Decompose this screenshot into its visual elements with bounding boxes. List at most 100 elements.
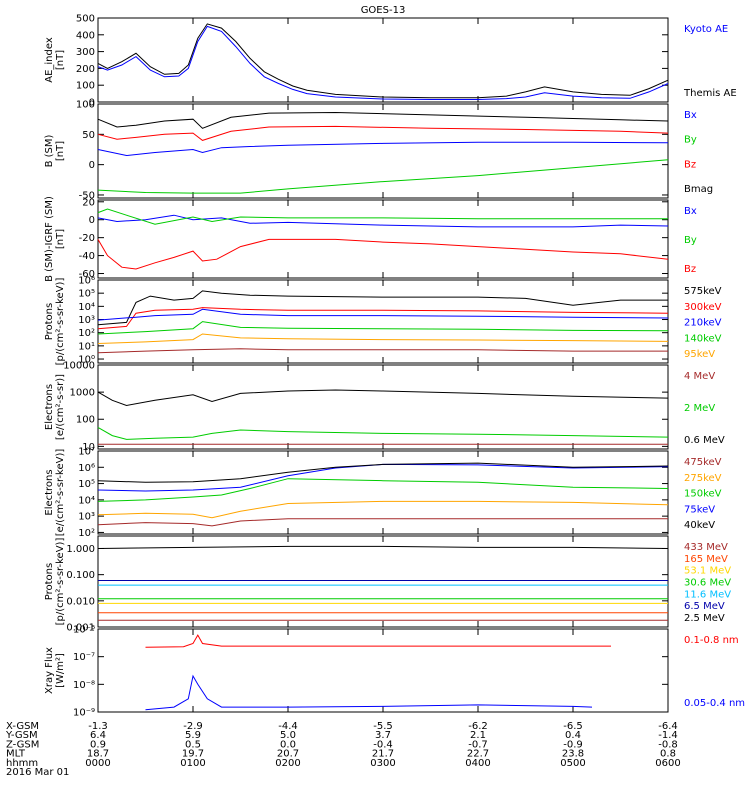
y-tick-label: 10⁻⁹ <box>73 708 95 719</box>
legend-entry: 0.1-0.8 nm <box>684 635 739 646</box>
y-axis-label: AE_index <box>44 37 55 83</box>
legend-entry: Bz <box>684 264 696 275</box>
y-axis-label: [nT] <box>55 229 66 249</box>
footer-cell: 0.4 <box>565 730 581 741</box>
series-line-575kev <box>97 290 668 326</box>
footer-cell: 21.7 <box>372 749 394 760</box>
footer-cell: -4.4 <box>278 721 298 732</box>
legend-entry: 53.1 MeV <box>684 566 731 577</box>
y-tick-label: 10² <box>78 528 95 539</box>
y-tick-label: 10000 <box>63 361 95 372</box>
panel-bdiff: -60 -40 -20 0 20 B (SM)-IGRF (SM) [nT] Bx By Bz <box>44 196 697 282</box>
y-tick-label: -50 <box>79 190 95 201</box>
panel-frame <box>97 628 669 713</box>
series-line-bz <box>97 125 669 141</box>
series-line-0-6-mev <box>97 389 669 407</box>
y-tick-label: 10² <box>78 328 95 339</box>
series-line-by <box>97 159 669 194</box>
legend-entry: 75keV <box>684 504 715 515</box>
y-tick-label: 100 <box>76 415 95 426</box>
series-line-bmag <box>97 111 669 129</box>
footer-row-label: hhmm <box>6 758 38 769</box>
footer-cell: 5.9 <box>185 730 201 741</box>
legend-entry: By <box>684 235 697 246</box>
series-line-140kev <box>97 321 669 335</box>
y-tick-label: 10⁴ <box>78 495 95 506</box>
footer-cell: 0000 <box>85 758 110 769</box>
y-tick-label: -40 <box>79 251 95 262</box>
footer-cell: 0500 <box>560 758 585 769</box>
legend-entry: 433 MeV <box>684 542 728 553</box>
y-tick-label: 100 <box>76 81 95 92</box>
footer-cell: -0.4 <box>373 739 393 750</box>
legend-entry: Bx <box>684 110 697 121</box>
footer-cell: 6.4 <box>90 730 106 741</box>
footer-cell: -1.3 <box>88 721 108 732</box>
footer-cell: -6.5 <box>563 721 583 732</box>
y-axis-label: [p/(cm²-s-sr-keV)] <box>55 278 66 366</box>
y-axis-label: B (SM)-IGRF (SM) <box>44 196 55 282</box>
footer-cell: -1.4 <box>658 730 678 741</box>
footer-cell: 0200 <box>275 758 300 769</box>
y-axis-label: [e/(cm²-s-sr)] <box>55 374 66 440</box>
legend-entry: Themis AE <box>683 88 737 99</box>
legend-entry: By <box>684 135 697 146</box>
y-tick-label: 0.010 <box>66 596 95 607</box>
legend-entry: 165 MeV <box>684 554 728 565</box>
footer-cell: 19.7 <box>182 749 204 760</box>
legend-entry: 30.6 MeV <box>684 578 731 589</box>
y-tick-label: 0 <box>89 98 95 109</box>
plot-title: GOES-13 <box>361 5 406 16</box>
legend-entry: 0.6 MeV <box>684 435 725 446</box>
legend-entry: 0.05-0.4 nm <box>684 698 745 709</box>
footer-cell: 3.7 <box>375 730 391 741</box>
y-axis-label: B (SM) <box>44 134 55 167</box>
series-line-210kev <box>97 308 669 321</box>
footer-cell: 0.0 <box>280 739 296 750</box>
panel-bsm: -50 0 50 100 B (SM) [nT] Bx By Bz Bmag <box>44 100 713 202</box>
footer-cell: 0400 <box>465 758 490 769</box>
y-tick-label: -60 <box>79 269 95 280</box>
footer-cell: 0.9 <box>90 739 106 750</box>
legend-entry: 150keV <box>684 489 722 500</box>
y-tick-label: 20 <box>82 197 95 208</box>
footer-cell: -6.4 <box>658 721 678 732</box>
y-tick-label: 10 <box>82 442 95 453</box>
legend-entry: 40keV <box>684 520 715 531</box>
footer-cell: -0.9 <box>563 739 583 750</box>
footer-cell: -2.9 <box>183 721 203 732</box>
y-axis-label: Protons <box>44 563 55 600</box>
legend-entry: 6.5 MeV <box>684 601 725 612</box>
y-axis-label: Electrons <box>44 469 55 515</box>
y-tick-label: 10¹ <box>78 341 95 352</box>
legend-entry: 2 MeV <box>684 403 715 414</box>
y-tick-label: 10⁻⁶ <box>73 625 95 636</box>
series-line-95kev <box>97 333 669 344</box>
legend-entry: 4 MeV <box>684 371 715 382</box>
y-tick-label: 50 <box>82 130 95 141</box>
footer-cell: 2.1 <box>470 730 486 741</box>
y-tick-label: 10⁵ <box>78 479 95 490</box>
panel-frame <box>97 17 669 103</box>
footer-cell: 18.7 <box>87 749 109 760</box>
footer-cell: 23.8 <box>562 749 584 760</box>
y-tick-label: 100 <box>76 100 95 111</box>
y-tick-label: 10⁶ <box>78 276 95 287</box>
y-tick-label: 10³ <box>78 512 95 523</box>
y-tick-label: 10⁰ <box>78 355 95 366</box>
series-line-bz <box>97 238 669 270</box>
panel-frame <box>97 199 669 279</box>
footer-row-label: X-GSM <box>6 721 39 732</box>
footer-cell: -5.5 <box>373 721 393 732</box>
series-line-300kev <box>97 307 669 330</box>
panel-frame <box>97 535 669 628</box>
y-axis-label: [W/m²] <box>55 653 66 688</box>
y-tick-label: 1.000 <box>66 544 95 555</box>
panel-elec_mev: 10 100 1000 10000 Electrons [e/(cm²-s-sr)] 4 M… <box>44 361 725 453</box>
footer-row-label: Y-GSM <box>5 730 38 741</box>
series-line-unlabeled-5 <box>97 348 668 354</box>
series-line-0-05-0-4-nm <box>145 674 593 711</box>
